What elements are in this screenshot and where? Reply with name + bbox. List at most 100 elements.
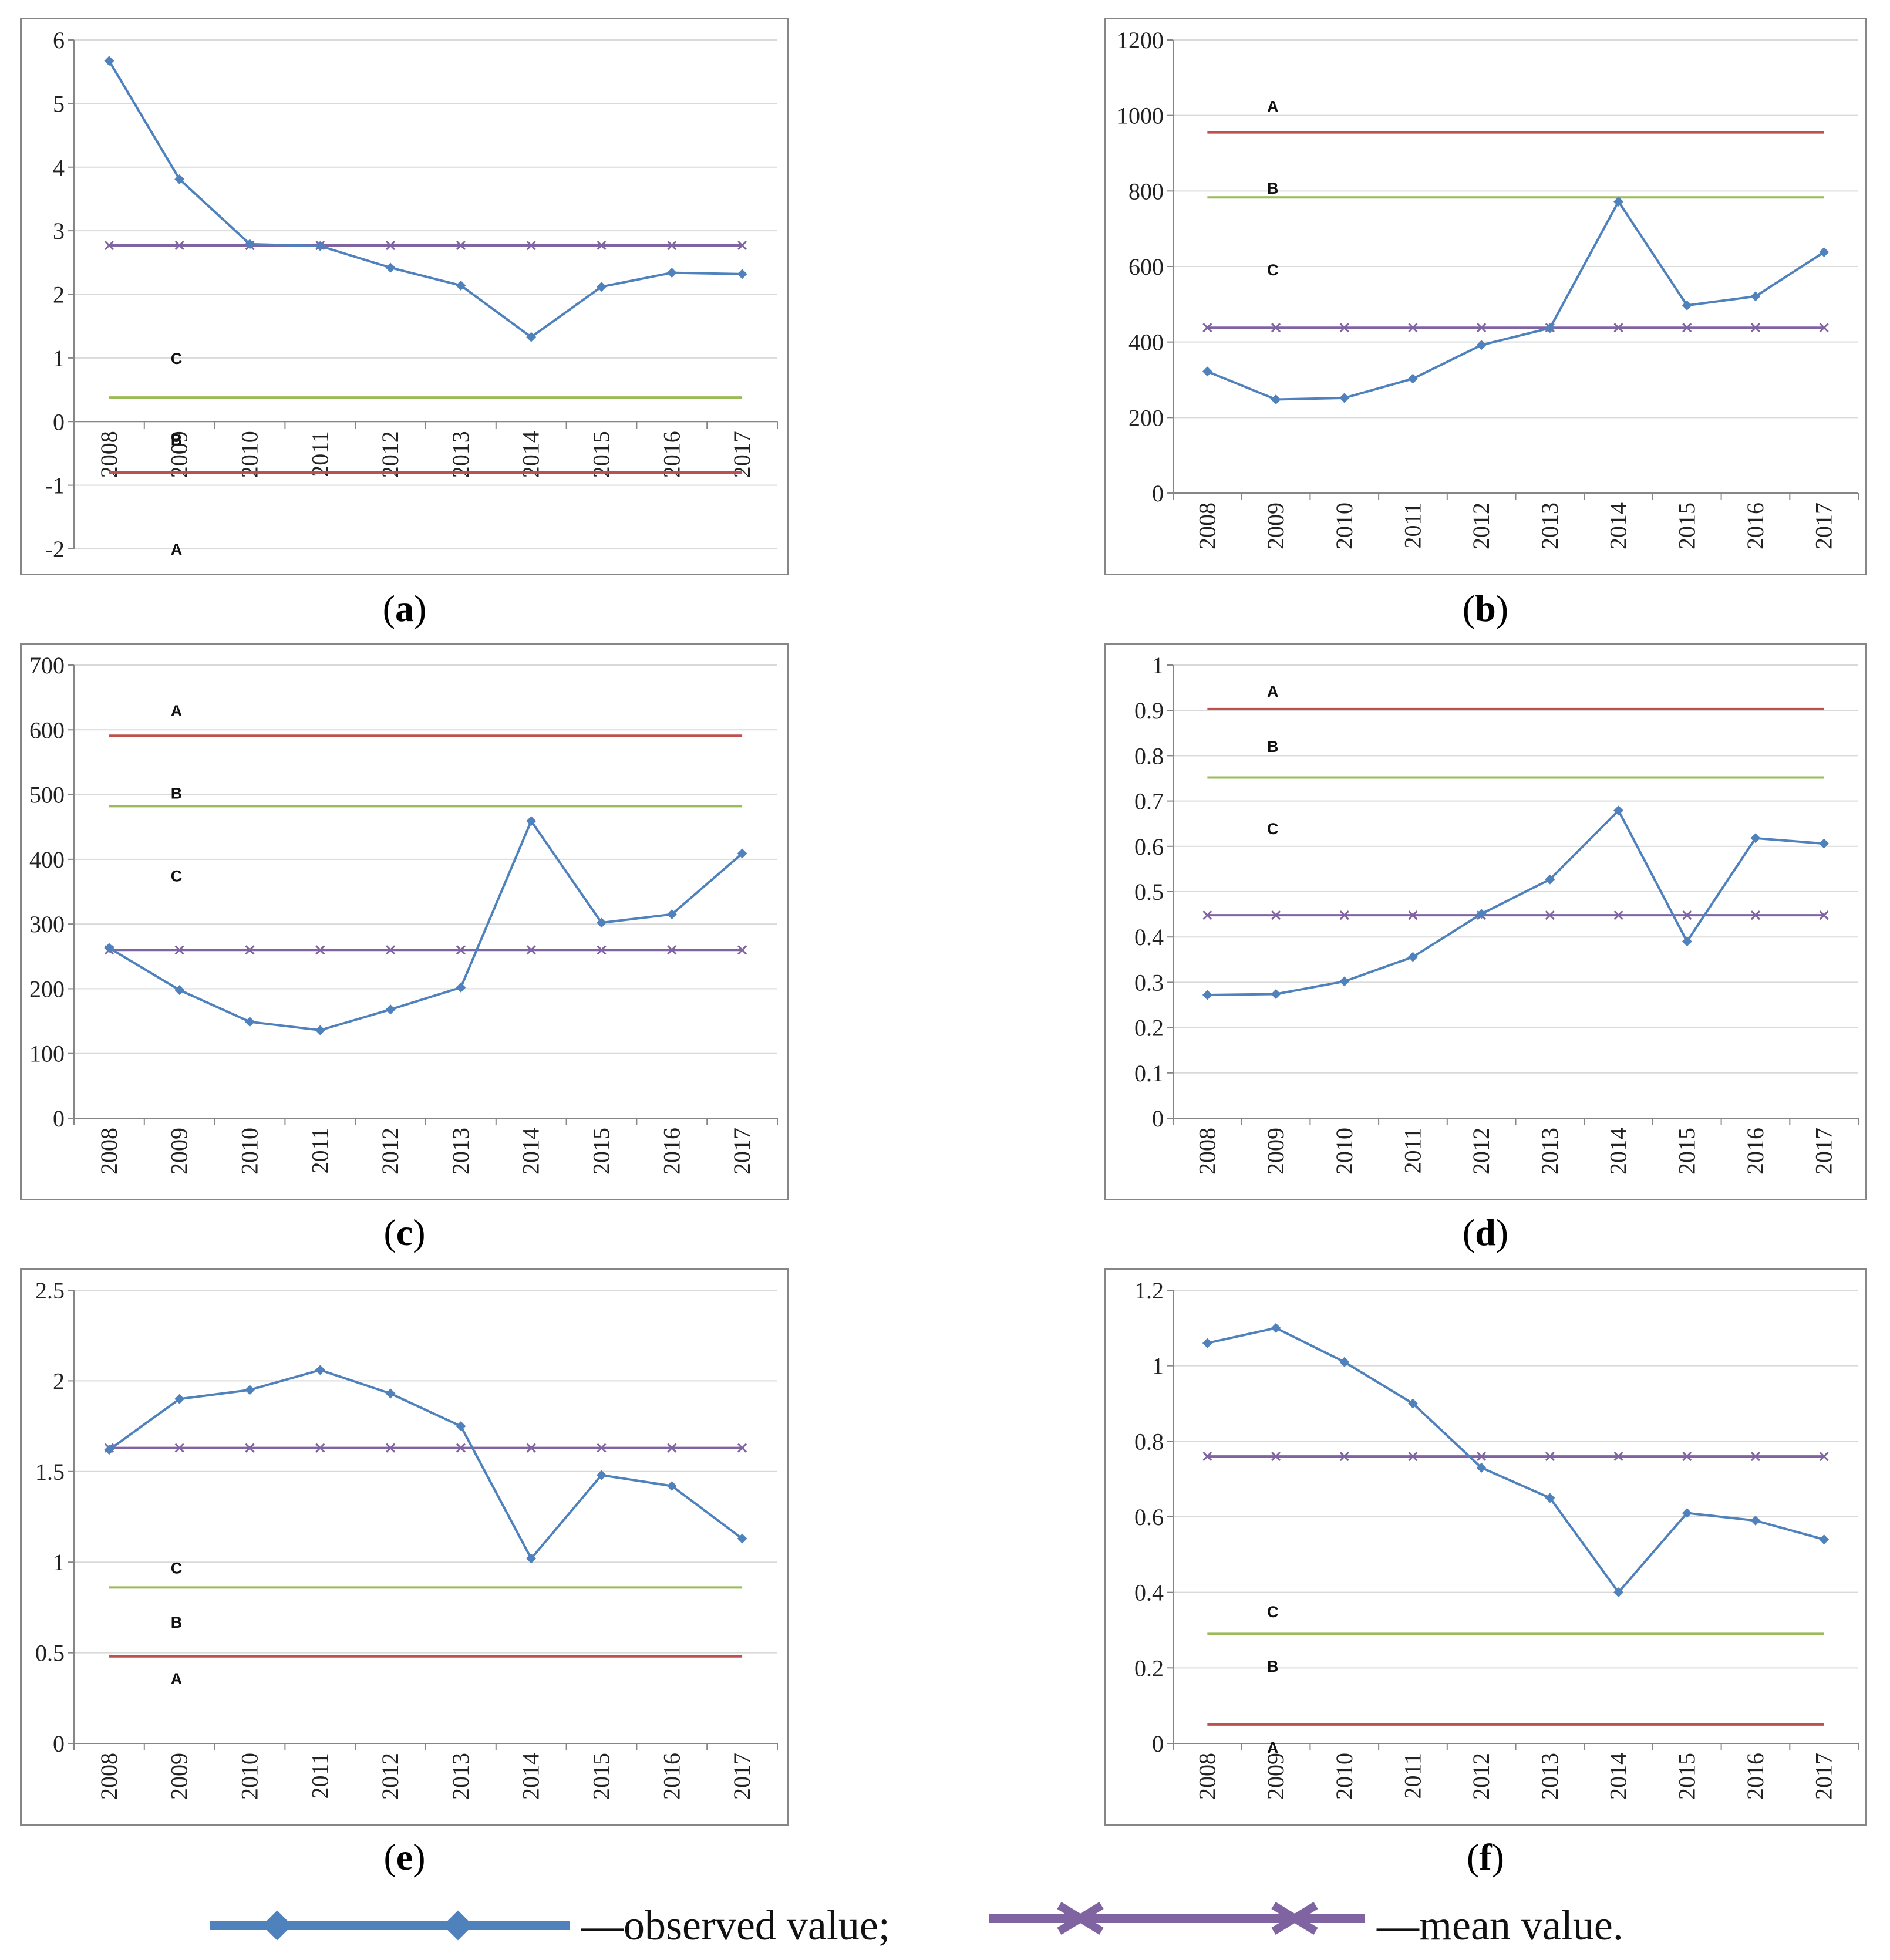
mean-point <box>1339 910 1349 920</box>
y-tick-label: 0.5 <box>1134 879 1164 905</box>
mean-point <box>1545 910 1555 920</box>
chart-e: 2.5 2 1.5 1 0.5 0 2008 2009 2010 2011 2012 2013 2014… <box>20 1268 789 1826</box>
mean-marker-stroke <box>1202 323 1212 333</box>
x-tick-label: 2015 <box>1673 1753 1700 1800</box>
mean-marker-stroke <box>1339 1452 1349 1462</box>
mean-marker-stroke <box>1202 1452 1212 1462</box>
mean-point <box>1339 323 1349 333</box>
y-tick-label: 0 <box>1152 480 1164 507</box>
y-tick-label: 1 <box>1152 652 1164 679</box>
panel-label-b: (b) <box>1462 588 1509 629</box>
chart-frame <box>1104 1268 1867 1826</box>
mean-point <box>1613 910 1623 920</box>
mean-point <box>174 240 184 251</box>
x-tick-label: 2011 <box>1399 1128 1426 1174</box>
x-tick-label: 2010 <box>1331 502 1357 549</box>
x-tick-label: 2017 <box>729 1753 755 1800</box>
y-tick-label: 1 <box>53 345 65 372</box>
mean-point <box>526 240 536 251</box>
mean-point <box>1271 323 1281 333</box>
mean-point <box>1202 910 1212 920</box>
mean-point <box>1682 323 1692 333</box>
x-tick-label: 2015 <box>1673 502 1700 549</box>
mean-marker-stroke <box>1819 1452 1829 1462</box>
x-tick-label: 2017 <box>1811 1753 1837 1800</box>
x-tick-label: 2008 <box>1194 502 1220 549</box>
mean-point <box>315 1443 325 1453</box>
mean-marker-stroke <box>667 240 677 251</box>
mean-point <box>1613 323 1623 333</box>
chart-frame <box>20 643 789 1200</box>
y-tick-label: 600 <box>29 717 65 743</box>
observed-point <box>1476 909 1487 919</box>
y-tick-label: 0.4 <box>1134 924 1164 950</box>
mean-marker-stroke <box>526 240 536 251</box>
mean-marker-stroke <box>1271 323 1281 333</box>
mean-point <box>526 945 536 955</box>
mean-point <box>104 240 114 251</box>
chart-f: 1.2 1 0.8 0.6 0.4 0.2 0 2008 2009 2010 2011 2012 201… <box>1104 1268 1867 1826</box>
mean-marker-stroke <box>1545 1452 1555 1462</box>
zone-label-a: A <box>1267 683 1279 700</box>
x-tick-label: 2013 <box>447 1128 474 1175</box>
x-tick-label: 2010 <box>1331 1753 1357 1800</box>
y-tick-label: 400 <box>29 846 65 873</box>
mean-marker-stroke <box>386 945 396 955</box>
observed-point <box>245 1017 255 1027</box>
observed-point <box>1819 1534 1830 1545</box>
chart-panel-c: 700 600 500 400 300 200 100 0 2008 2009 2010 2011 20… <box>20 643 789 1200</box>
chart-a: 6 5 4 3 2 1 0 -1 -2 2008 2009 2010 2011 2012 2013 2014 2… <box>20 18 789 575</box>
zone-label-b: B <box>1267 738 1279 755</box>
mean-point <box>1202 1452 1212 1462</box>
mean-marker-stroke <box>1819 910 1829 920</box>
mean-point <box>315 945 325 955</box>
x-tick-label: 2016 <box>1742 502 1768 549</box>
y-tick-label: 1 <box>1152 1353 1164 1379</box>
chart-panel-f: 1.2 1 0.8 0.6 0.4 0.2 0 2008 2009 2010 2011 2012 201… <box>1104 1268 1867 1826</box>
x-tick-label: 2009 <box>1262 1128 1289 1175</box>
observed-point <box>385 1388 396 1399</box>
y-tick-label: 0.8 <box>1134 1428 1164 1455</box>
mean-marker-stroke <box>386 240 396 251</box>
y-tick-label: 0.7 <box>1134 788 1164 815</box>
x-tick-label: 2010 <box>237 1753 263 1800</box>
mean-marker-stroke <box>1339 910 1349 920</box>
mean-marker-stroke <box>1613 910 1623 920</box>
x-tick-label: 2009 <box>166 1128 193 1175</box>
zone-label-b: B <box>171 431 183 449</box>
x-tick-label: 2015 <box>588 431 615 478</box>
y-tick-label: 2 <box>53 282 65 308</box>
mean-point <box>456 240 466 251</box>
mean-point <box>667 240 677 251</box>
legend-observed-marker <box>262 1910 292 1941</box>
mean-marker-stroke <box>667 1443 677 1453</box>
y-tick-label: 1 <box>53 1549 65 1576</box>
y-tick-label: 0.9 <box>1134 697 1164 724</box>
y-tick-label: 0 <box>1152 1105 1164 1132</box>
chart-frame <box>20 1268 789 1826</box>
x-tick-label: 2013 <box>447 431 474 478</box>
mean-point <box>456 945 466 955</box>
mean-marker-stroke <box>1613 323 1623 333</box>
mean-marker-stroke <box>1408 323 1418 333</box>
mean-point <box>245 945 255 955</box>
x-tick-label: 2017 <box>1811 1128 1837 1175</box>
mean-point <box>526 1443 536 1453</box>
y-tick-label: 1.2 <box>1134 1277 1164 1304</box>
mean-marker-stroke <box>245 945 255 955</box>
y-tick-label: 0 <box>53 409 65 435</box>
x-tick-label: 2008 <box>96 1128 122 1175</box>
y-tick-label: 300 <box>29 911 65 937</box>
x-tick-label: 2016 <box>658 1128 685 1175</box>
y-tick-label: 0.6 <box>1134 834 1164 860</box>
mean-marker-stroke <box>597 945 607 955</box>
legend-observed-marker <box>443 1910 473 1941</box>
observed-point <box>526 332 537 342</box>
mean-marker-stroke <box>104 240 114 251</box>
chart-frame <box>20 18 789 575</box>
zone-label-b: B <box>1267 1658 1279 1675</box>
y-tick-label: 100 <box>29 1041 65 1067</box>
x-tick-label: 2015 <box>588 1128 615 1175</box>
mean-point <box>1819 1452 1829 1462</box>
mean-marker-stroke <box>174 1443 184 1453</box>
